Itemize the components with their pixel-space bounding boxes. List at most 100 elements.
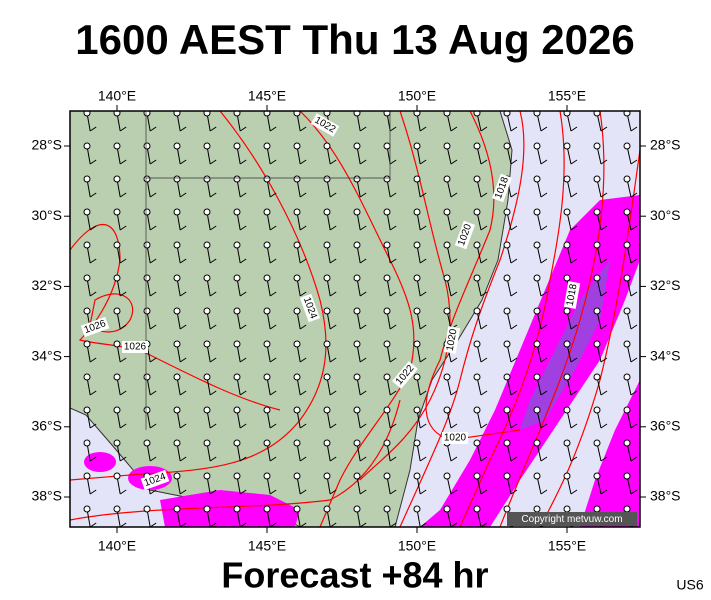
station <box>443 208 451 216</box>
longitude-label: 145°E <box>248 538 286 554</box>
wind-barb <box>143 241 157 264</box>
barb-flag <box>510 192 518 198</box>
station <box>263 142 271 150</box>
station <box>623 111 631 117</box>
station <box>173 208 181 216</box>
wind-barb <box>413 175 427 198</box>
station <box>413 208 421 216</box>
barb-flag <box>480 357 488 363</box>
barb-flag <box>510 456 518 462</box>
wind-barb <box>293 241 307 264</box>
station <box>203 307 211 315</box>
wind-barb <box>143 111 157 132</box>
latitude-label: 30°S <box>31 207 62 223</box>
wind-barb <box>263 142 277 165</box>
station <box>593 241 601 249</box>
wind-barb <box>83 142 97 165</box>
wind-barb <box>203 472 217 495</box>
longitude-label: 150°E <box>398 538 436 554</box>
isobar-label: 1020 <box>442 432 468 444</box>
wind-barb <box>623 340 638 363</box>
wind-barb <box>233 340 247 363</box>
barb-flag <box>510 357 518 363</box>
station <box>263 472 271 480</box>
wind-barb <box>353 406 367 429</box>
station <box>323 505 331 513</box>
barb-flag <box>510 324 518 330</box>
isobar-value: 1018 <box>565 283 580 307</box>
station <box>143 406 151 414</box>
station <box>233 142 241 150</box>
barb-flag <box>600 423 608 429</box>
wind-barb <box>503 406 518 429</box>
station <box>443 472 451 480</box>
barb-flag <box>89 456 97 462</box>
station <box>413 274 421 282</box>
station <box>473 274 481 282</box>
station <box>293 208 301 216</box>
wind-barb <box>443 175 458 198</box>
station <box>383 373 391 381</box>
barb-flag <box>419 126 427 132</box>
barb-flag <box>389 357 397 363</box>
station <box>323 274 331 282</box>
wind-barb <box>323 208 337 231</box>
wind-barb <box>293 373 307 396</box>
barb-flag <box>419 291 427 297</box>
wind-barb <box>623 406 638 429</box>
station <box>293 175 301 183</box>
wind-barb <box>203 142 217 165</box>
station <box>413 472 421 480</box>
station <box>263 439 271 447</box>
barb-flag <box>299 324 307 330</box>
wind-barb <box>233 472 247 495</box>
station <box>563 274 571 282</box>
wind-barb <box>473 439 488 462</box>
station <box>593 142 601 150</box>
station <box>473 340 481 348</box>
wind-barb <box>533 274 548 297</box>
wind-barb <box>293 340 307 363</box>
barb-flag <box>89 225 97 231</box>
station <box>203 208 211 216</box>
station <box>413 142 421 150</box>
barb-flag <box>89 291 97 297</box>
wind-barb <box>503 208 518 231</box>
station <box>173 241 181 249</box>
wind-barb <box>563 406 578 429</box>
wind-barb <box>263 373 277 396</box>
barb-flag <box>149 357 157 363</box>
station <box>83 241 91 249</box>
isobars <box>70 111 640 527</box>
wind-barb <box>563 175 578 198</box>
wind-barb <box>233 142 247 165</box>
wind-barb <box>83 111 97 132</box>
wind-barb <box>203 340 217 363</box>
wind-barb <box>533 439 548 462</box>
wind-barb <box>503 340 518 363</box>
station <box>353 111 361 117</box>
station <box>413 175 421 183</box>
wind-barb <box>473 175 488 198</box>
barb-flag <box>540 126 548 132</box>
station <box>443 373 451 381</box>
station <box>503 241 511 249</box>
station <box>593 111 601 117</box>
barb-flag <box>389 258 397 264</box>
barb-flag <box>630 390 638 396</box>
isobar-label-box <box>122 341 148 353</box>
barb-flag <box>359 225 367 231</box>
wind-barb <box>173 208 187 231</box>
station <box>83 439 91 447</box>
latitude-label: 28°S <box>31 137 62 153</box>
wind-barb <box>203 373 217 396</box>
station <box>443 175 451 183</box>
station <box>563 373 571 381</box>
station <box>473 208 481 216</box>
barb-flag <box>480 456 488 462</box>
barb-flag <box>269 489 277 495</box>
wind-barb <box>353 142 367 165</box>
station <box>503 439 511 447</box>
wind-barb <box>413 373 427 396</box>
